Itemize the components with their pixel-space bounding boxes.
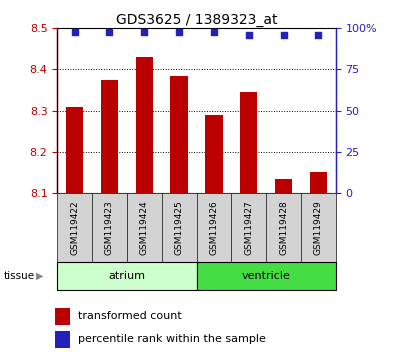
- Point: [106, 29, 113, 34]
- Text: GSM119428: GSM119428: [279, 200, 288, 255]
- Bar: [266, 193, 301, 262]
- Bar: [301, 193, 336, 262]
- Title: GDS3625 / 1389323_at: GDS3625 / 1389323_at: [116, 13, 277, 27]
- Bar: [197, 262, 336, 290]
- Bar: [57, 262, 197, 290]
- Point: [315, 32, 322, 38]
- Text: GSM119422: GSM119422: [70, 200, 79, 255]
- Text: percentile rank within the sample: percentile rank within the sample: [78, 335, 266, 344]
- Bar: [55, 308, 70, 325]
- Text: GSM119426: GSM119426: [209, 200, 218, 255]
- Point: [211, 29, 217, 34]
- Bar: [55, 331, 70, 348]
- Text: GSM119425: GSM119425: [175, 200, 184, 255]
- Point: [71, 29, 78, 34]
- Point: [246, 32, 252, 38]
- Bar: [231, 193, 266, 262]
- Bar: [162, 193, 197, 262]
- Point: [141, 29, 147, 34]
- Bar: [101, 80, 118, 193]
- Text: atrium: atrium: [108, 271, 145, 281]
- Bar: [275, 178, 292, 193]
- Bar: [57, 193, 92, 262]
- Point: [280, 32, 287, 38]
- Text: GSM119423: GSM119423: [105, 200, 114, 255]
- Text: ventricle: ventricle: [242, 271, 291, 281]
- Bar: [310, 172, 327, 193]
- Text: GSM119424: GSM119424: [140, 200, 149, 255]
- Bar: [66, 107, 83, 193]
- Bar: [92, 193, 127, 262]
- Bar: [197, 193, 231, 262]
- Text: tissue: tissue: [4, 271, 35, 281]
- Point: [176, 29, 182, 34]
- Text: GSM119427: GSM119427: [244, 200, 253, 255]
- Text: GSM119429: GSM119429: [314, 200, 323, 255]
- Text: transformed count: transformed count: [78, 312, 182, 321]
- Bar: [170, 76, 188, 193]
- Bar: [127, 193, 162, 262]
- Bar: [135, 57, 153, 193]
- Bar: [205, 115, 223, 193]
- Bar: [240, 92, 258, 193]
- Text: ▶: ▶: [36, 271, 44, 281]
